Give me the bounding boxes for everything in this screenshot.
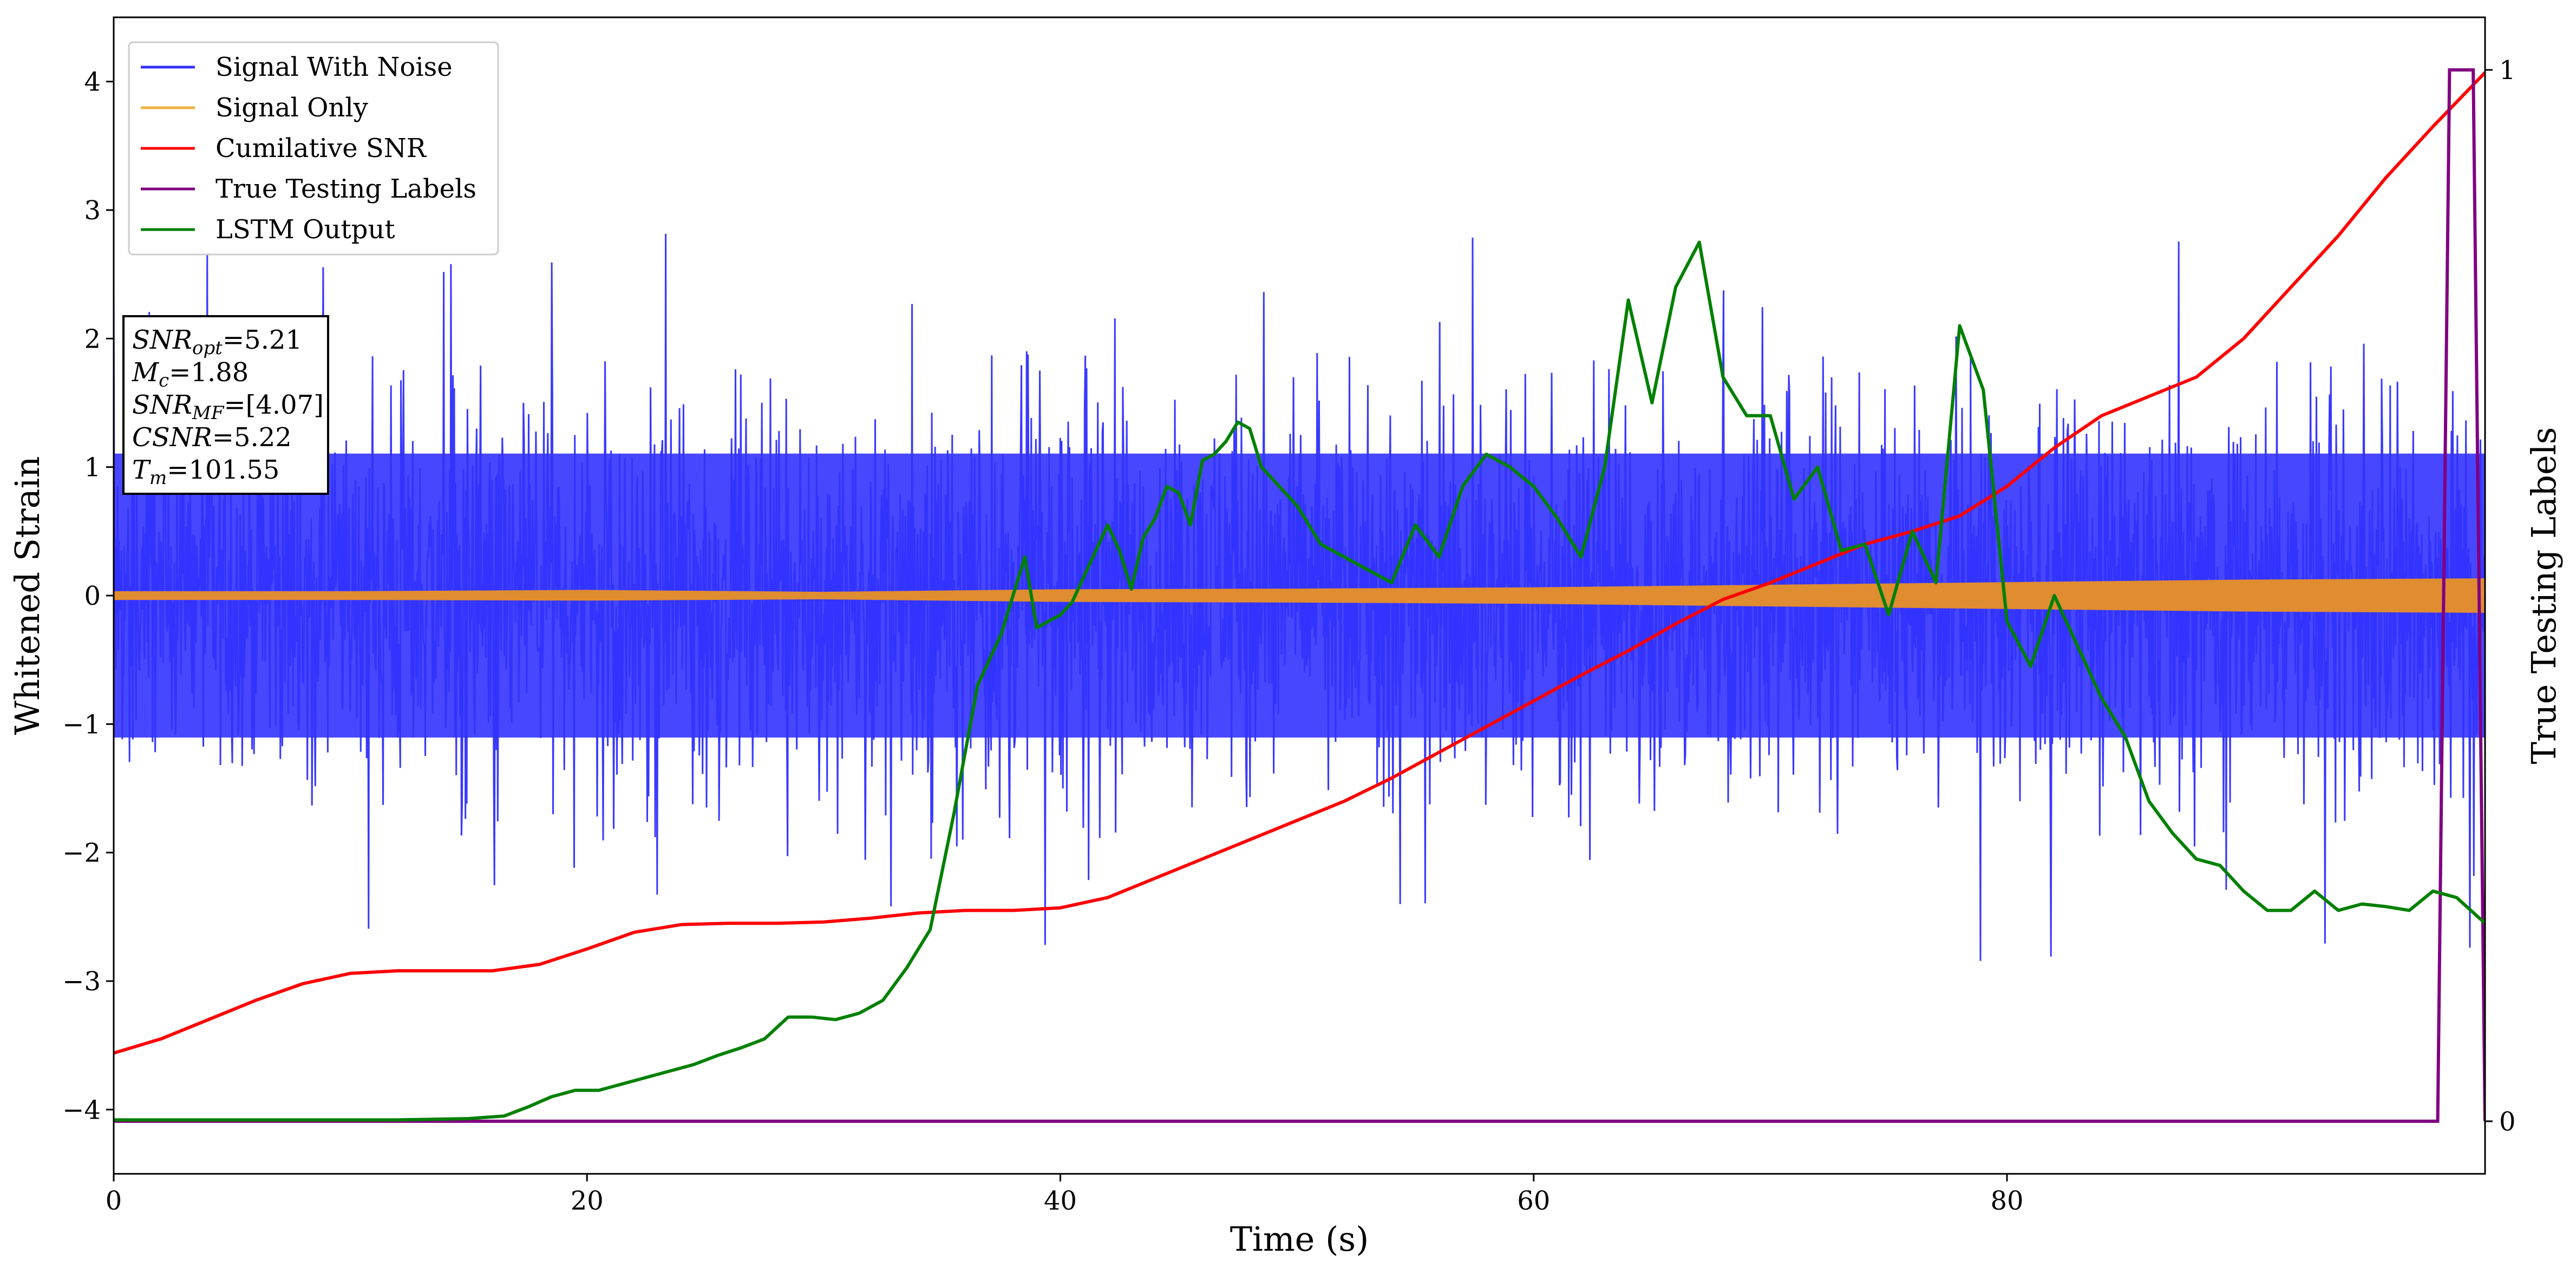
annotation-line: Mc=1.88	[132, 357, 249, 391]
y-axis: −4 −3 −2 −1 0 1 2 3 4	[62, 67, 114, 1125]
legend-label: True Testing Labels	[215, 174, 476, 204]
legend-label: Signal With Noise	[215, 52, 453, 82]
legend: Signal With Noise Signal Only Cumilative S…	[128, 41, 499, 256]
y-tick-label: 3	[84, 195, 101, 226]
annotation-line: SNRopt=5.21	[132, 325, 302, 359]
legend-label: LSTM Output	[215, 214, 395, 245]
y2-tick-label: 0	[2499, 1107, 2516, 1137]
x-tick-label: 20	[571, 1186, 604, 1216]
y-tick-label: −4	[62, 1095, 101, 1125]
legend-label: Signal Only	[215, 93, 368, 123]
legend-label: Cumilative SNR	[215, 133, 427, 164]
y-axis-title: Whitened Strain	[8, 456, 47, 735]
series-true-testing-labels	[114, 68, 2485, 1123]
plot-area	[114, 68, 2485, 1123]
y-tick-label: 2	[84, 324, 101, 354]
x-tick-label: 40	[1044, 1186, 1077, 1216]
series-lstm-output	[114, 240, 2485, 1122]
y2-axis: 01	[2485, 55, 2516, 1137]
legend-frame	[128, 41, 499, 256]
x-axis-title: Time (s)	[1230, 1219, 1369, 1259]
y-tick-label: −2	[62, 838, 101, 868]
annotation-line: CSNR=5.22	[132, 422, 292, 453]
annotation-frame	[122, 315, 329, 495]
series-cumilative-snr	[114, 71, 2485, 1055]
x-axis: 0 20 40 60 80	[106, 1174, 2024, 1216]
annotation-line: Tm=101.55	[132, 455, 279, 489]
x-tick-label: 0	[106, 1186, 122, 1216]
y2-tick-label: 1	[2499, 55, 2516, 86]
y-tick-label: 4	[84, 67, 101, 97]
x-tick-label: 80	[1990, 1186, 2023, 1216]
annotation-box: SNRopt=5.21Mc=1.88SNRMF=[4.07]CSNR=5.22T…	[122, 315, 329, 495]
y-tick-label: 1	[84, 453, 101, 483]
y-tick-label: −3	[62, 966, 101, 997]
y-tick-label: 0	[84, 581, 101, 611]
x-tick-label: 60	[1517, 1186, 1550, 1216]
y2-axis-title: True Testing Labels	[2524, 427, 2564, 765]
y-tick-label: −1	[62, 709, 101, 740]
annotation-line: SNRMF=[4.07]	[132, 390, 324, 424]
